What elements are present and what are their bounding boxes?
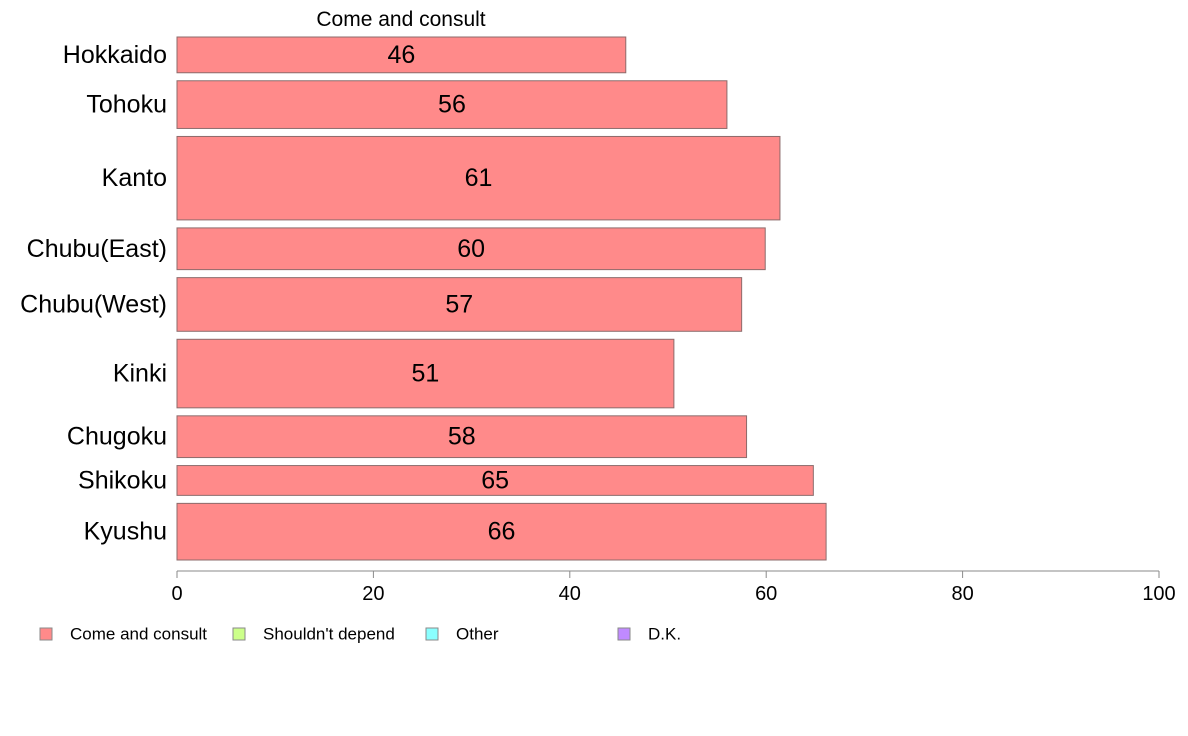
category-label: Chugoku — [67, 423, 167, 451]
category-label: Hokkaido — [63, 41, 167, 69]
legend-swatch — [425, 627, 439, 641]
bar-value-label: 56 — [438, 91, 466, 119]
legend-swatch — [617, 627, 631, 641]
bars-group — [176, 36, 827, 561]
bar-shikoku — [176, 465, 814, 496]
bar-value-label: 51 — [412, 360, 440, 388]
legend-label: Come and consult — [70, 625, 207, 644]
chart-title: Come and consult — [316, 8, 485, 31]
bar-value-label: 46 — [387, 41, 415, 69]
bar-value-label: 58 — [448, 423, 476, 451]
bar-kanto — [176, 135, 781, 221]
legend-label: Other — [456, 625, 499, 644]
legend: Come and consult Shouldn't depend Other D.K… — [39, 625, 681, 644]
bar-value-label: 66 — [488, 518, 516, 546]
x-axis: 0 20 40 60 80 100 — [171, 570, 1176, 605]
bar-chugoku — [176, 415, 748, 459]
x-tick-label: 100 — [1142, 583, 1175, 605]
x-tick-label: 20 — [362, 583, 384, 605]
bar-value-label: 57 — [445, 290, 473, 318]
bar-value-label: 60 — [457, 235, 485, 263]
category-label: Shikoku — [78, 466, 167, 494]
category-label: Kinki — [113, 360, 167, 388]
category-label: Kanto — [102, 164, 167, 192]
legend-swatch — [39, 627, 53, 641]
category-label: Tohoku — [86, 91, 167, 119]
category-labels: Hokkaido Tohoku Kanto Chubu(East) Chubu(West… — [20, 41, 167, 546]
legend-swatch — [232, 627, 246, 641]
x-tick-label: 60 — [755, 583, 777, 605]
bar-chubu-east — [176, 227, 766, 271]
bar-value-label: 65 — [481, 466, 509, 494]
category-label: Kyushu — [84, 518, 167, 546]
bar-value-label: 61 — [465, 164, 493, 192]
bar-tohoku — [176, 80, 728, 129]
category-label: Chubu(West) — [20, 290, 167, 318]
x-tick-label: 40 — [559, 583, 581, 605]
category-label: Chubu(East) — [27, 235, 167, 263]
bar-kyushu — [176, 502, 827, 561]
legend-label: D.K. — [648, 625, 681, 644]
bar-chubu-west — [176, 277, 743, 332]
legend-label: Shouldn't depend — [263, 625, 395, 644]
x-tick-label: 0 — [171, 583, 182, 605]
x-tick-label: 80 — [951, 583, 973, 605]
bar-kinki — [176, 338, 675, 409]
bar-hokkaido — [176, 36, 627, 74]
